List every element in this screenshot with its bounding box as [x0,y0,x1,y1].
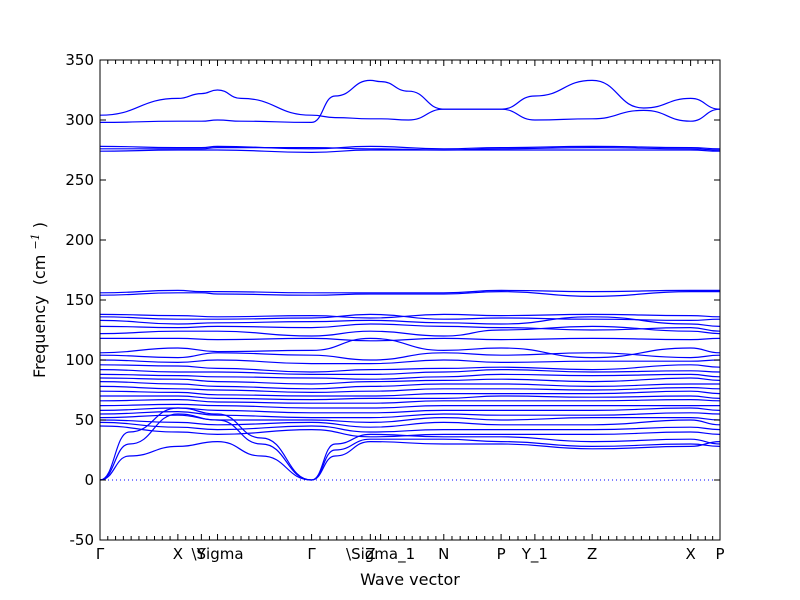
band-line-13 [100,337,721,342]
band-line-14 [99,337,721,359]
y-tick-label: 200 [65,231,94,249]
band-line-5 [99,149,721,154]
x-tick-label: Z [365,545,375,563]
x-tick-label: P [497,545,506,563]
y-tick-label: 150 [65,291,94,309]
x-tick-label: \Sigma_1 [346,545,415,564]
band-line-24 [99,395,721,401]
band-line-26 [99,403,720,409]
band-line-18 [99,368,721,375]
band-line-8 [99,313,721,319]
band-line-20 [99,377,721,385]
band-line-30 [99,419,721,428]
y-axis-unit-close: ) [30,222,49,228]
x-tick-label: Γ [96,545,105,563]
y-tick-label: 300 [65,111,94,129]
band-line-7 [99,290,720,298]
x-axis-label: Wave vector [360,570,460,589]
plot-frame [99,59,721,541]
y-axis-ticks: -50 0 50 100 150 200 250 300 350 [65,51,720,549]
band-line-23 [99,390,721,397]
x-tick-label: P [715,545,724,563]
y-tick-label: -50 [70,531,95,549]
band-line-22 [99,385,721,394]
y-axis-label: Frequency (cm −1 ) [24,222,49,378]
x-tick-label: Y [196,545,207,563]
band-line-17 [99,364,721,373]
band-line-33 [99,407,721,481]
band-line-16 [99,359,721,365]
y-axis-unit: (cm [30,255,49,286]
band-line-35 [99,440,721,481]
band-line-15 [99,352,721,361]
band-line-27 [99,407,721,414]
x-tick-label: N [438,545,449,563]
band-line-25 [99,398,721,404]
y-tick-label: 0 [84,471,94,489]
band-line-3 [99,145,721,150]
band-line-1 [99,79,721,121]
x-tick-label: Y_1 [521,545,548,564]
y-axis-unit-exponent: −1 [29,233,42,249]
x-axis-ticks: Γ X Y\Sigma Γ Z\Sigma_1 N P Y_1 Z X P [96,60,725,564]
y-tick-label: 350 [65,51,94,69]
y-tick-label: 100 [65,351,94,369]
x-tick-label: X [685,545,695,563]
band-line-19 [99,373,721,380]
band-line-34 [99,413,721,481]
band-lines [99,79,721,481]
band-line-6 [99,289,720,294]
band-line-10 [99,316,721,327]
band-line-2 [99,79,721,124]
band-line-12 [99,325,721,337]
x-tick-label: X [173,545,183,563]
band-line-4 [100,146,721,151]
band-line-31 [99,421,721,433]
y-axis-label-text: Frequency [30,295,49,378]
y-tick-label: 250 [65,171,94,189]
band-line-21 [99,381,720,390]
x-tick-label: Γ [307,545,316,563]
band-line-28 [99,410,721,419]
x-tick-label: \Sigma [191,545,243,563]
y-tick-label: 50 [75,411,94,429]
x-tick-label: Z [587,545,597,563]
